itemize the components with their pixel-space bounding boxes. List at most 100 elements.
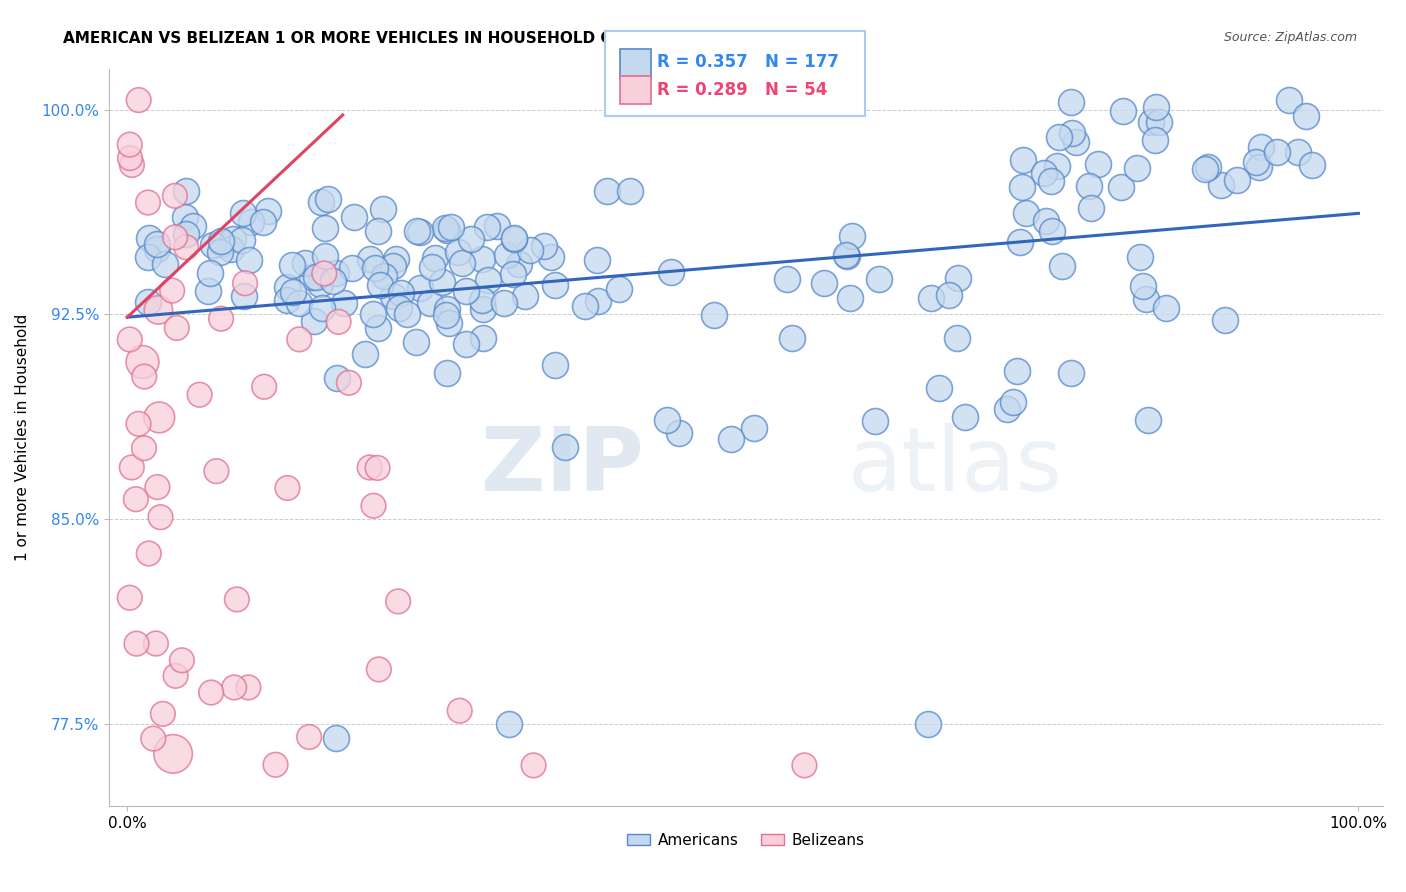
Point — [224, 681, 246, 695]
Text: R = 0.289   N = 54: R = 0.289 N = 54 — [657, 81, 827, 99]
Point — [1301, 158, 1323, 172]
Point — [502, 267, 524, 281]
Point — [995, 401, 1018, 416]
Point — [149, 510, 172, 524]
Point — [471, 252, 494, 266]
Point — [160, 284, 183, 298]
Point — [1213, 313, 1236, 327]
Point — [209, 311, 232, 326]
Point — [742, 421, 765, 435]
Point — [176, 185, 198, 199]
Point — [326, 371, 349, 385]
Text: Source: ZipAtlas.com: Source: ZipAtlas.com — [1223, 31, 1357, 45]
Point — [314, 220, 336, 235]
Point — [1197, 161, 1219, 175]
Point — [142, 731, 165, 746]
Point — [409, 281, 432, 295]
Point — [138, 547, 160, 561]
Point — [447, 244, 470, 259]
Point — [325, 731, 347, 745]
Point — [659, 265, 682, 279]
Point — [868, 272, 890, 286]
Point — [211, 236, 233, 251]
Point — [1040, 224, 1063, 238]
Point — [301, 269, 323, 284]
Point — [208, 244, 231, 259]
Text: atlas: atlas — [848, 424, 1063, 510]
Point — [503, 231, 526, 245]
Point — [395, 307, 418, 321]
Point — [328, 315, 350, 329]
Point — [586, 294, 609, 309]
Point — [519, 243, 541, 257]
Point — [385, 252, 408, 267]
Point — [205, 464, 228, 478]
Point — [703, 308, 725, 322]
Point — [813, 276, 835, 290]
Point — [477, 219, 499, 234]
Point — [1112, 104, 1135, 119]
Point — [387, 594, 409, 608]
Point — [148, 410, 170, 425]
Point — [170, 653, 193, 667]
Point — [498, 717, 520, 731]
Point — [181, 219, 204, 233]
Point — [408, 225, 430, 239]
Point — [1278, 93, 1301, 107]
Point — [381, 259, 404, 273]
Point — [456, 336, 478, 351]
Point — [1143, 133, 1166, 147]
Point — [188, 388, 211, 402]
Point — [1033, 166, 1056, 180]
Point — [1211, 178, 1233, 193]
Point — [522, 758, 544, 772]
Point — [544, 278, 567, 293]
Point — [118, 333, 141, 347]
Point — [138, 230, 160, 244]
Point — [938, 288, 960, 302]
Point — [793, 758, 815, 772]
Text: AMERICAN VS BELIZEAN 1 OR MORE VEHICLES IN HOUSEHOLD CORRELATION CHART: AMERICAN VS BELIZEAN 1 OR MORE VEHICLES … — [63, 31, 783, 46]
Point — [863, 414, 886, 428]
Point — [343, 211, 366, 225]
Point — [436, 301, 458, 316]
Point — [174, 240, 197, 254]
Point — [316, 192, 339, 206]
Point — [125, 637, 148, 651]
Point — [1147, 115, 1170, 129]
Point — [233, 277, 256, 291]
Point — [456, 284, 478, 298]
Point — [1008, 235, 1031, 249]
Point — [337, 376, 360, 390]
Point — [1035, 213, 1057, 227]
Point — [363, 307, 385, 321]
Point — [1132, 279, 1154, 293]
Point — [146, 242, 169, 256]
Point — [533, 239, 555, 253]
Point — [472, 302, 495, 317]
Point — [1052, 259, 1074, 273]
Point — [436, 366, 458, 380]
Point — [1080, 201, 1102, 215]
Point — [502, 231, 524, 245]
Point — [388, 301, 411, 315]
Point — [405, 334, 427, 349]
Point — [222, 231, 245, 245]
Point — [472, 331, 495, 345]
Point — [835, 248, 858, 262]
Point — [382, 288, 405, 302]
Point — [322, 274, 344, 288]
Point — [294, 256, 316, 270]
Point — [128, 417, 150, 431]
Point — [202, 238, 225, 252]
Point — [340, 261, 363, 276]
Point — [1060, 366, 1083, 380]
Point — [252, 215, 274, 229]
Point — [668, 426, 690, 441]
Point — [325, 266, 347, 280]
Point — [1087, 156, 1109, 170]
Point — [211, 236, 233, 251]
Point — [136, 195, 159, 210]
Point — [166, 321, 188, 335]
Point — [132, 441, 155, 455]
